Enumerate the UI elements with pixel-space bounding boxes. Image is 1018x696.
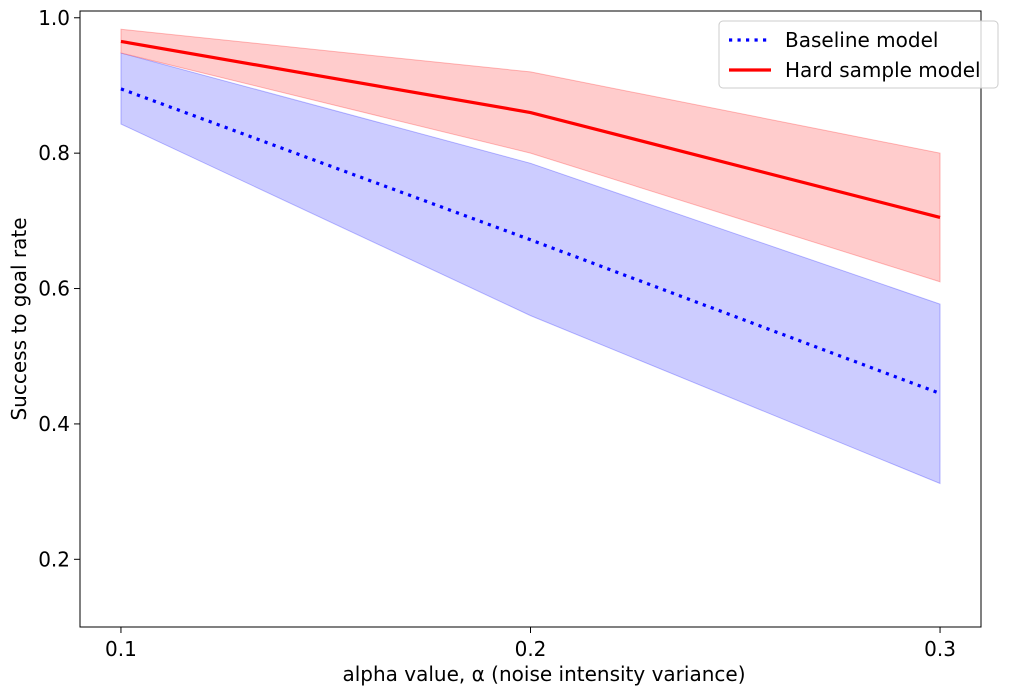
x-tick-label: 0.3 [924, 637, 956, 661]
x-tick-label: 0.1 [105, 637, 137, 661]
confidence-bands [120, 28, 941, 485]
x-axis-label: alpha value, α (noise intensity variance… [342, 662, 745, 686]
y-axis-ticks: 0.2 0.4 0.6 0.8 1.0 [38, 6, 80, 571]
x-tick-label: 0.2 [515, 637, 547, 661]
y-tick-label: 0.2 [38, 547, 70, 571]
y-axis-label: Success to goal rate [7, 217, 31, 420]
baseline-model-line [120, 87, 941, 395]
legend-label-hard-sample-model: Hard sample model [785, 58, 981, 82]
x-axis-ticks: 0.1 0.2 0.3 [105, 627, 956, 661]
series-lines [120, 39, 941, 395]
y-tick-label: 0.6 [38, 277, 70, 301]
baseline-model-band [120, 52, 941, 485]
hard-sample-model-line [120, 39, 941, 220]
legend-box [718, 20, 999, 89]
legend: Baseline model Hard sample model [718, 20, 999, 89]
legend-label-baseline-model: Baseline model [785, 28, 938, 52]
y-tick-label: 0.8 [38, 141, 70, 165]
y-tick-label: 0.4 [38, 412, 70, 436]
y-tick-label: 1.0 [38, 6, 70, 30]
hard-sample-model-band [120, 28, 941, 283]
